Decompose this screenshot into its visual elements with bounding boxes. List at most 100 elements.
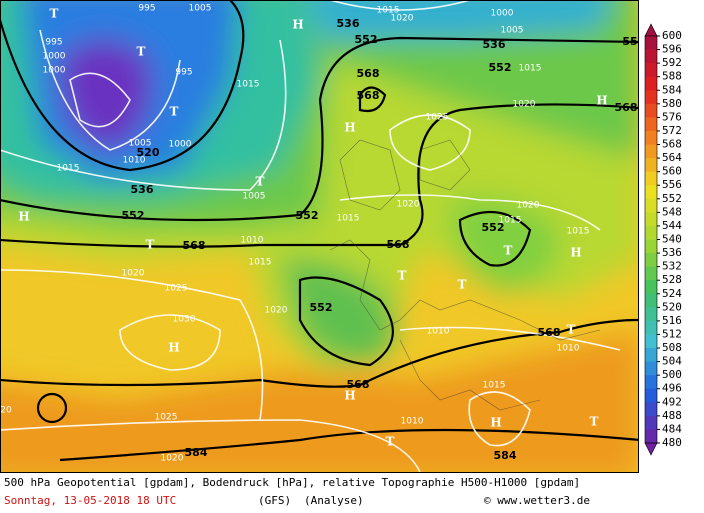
pressure-label: 20 (0, 406, 12, 416)
geopotential-label: 536 (131, 183, 154, 196)
colorbar-swatch (645, 117, 657, 132)
colorbar-label: 512 (662, 327, 682, 340)
geopotential-label: 552 (310, 301, 333, 314)
colorbar-label: 516 (662, 314, 682, 327)
pressure-label: 1015 (237, 80, 260, 90)
geopotential-label: 584 (494, 449, 517, 462)
pressure-label: 1005 (501, 26, 524, 36)
pressure-label: 1015 (249, 258, 272, 268)
colorbar-swatch (645, 429, 657, 444)
colorbar-label: 600 (662, 29, 682, 42)
colorbar-swatch (645, 307, 657, 322)
colorbar-label: 588 (662, 70, 682, 83)
geopotential-label: 584 (185, 446, 208, 459)
geopotential-label: 55 (622, 35, 637, 48)
colorbar-swatch (645, 402, 657, 417)
colorbar-label: 572 (662, 124, 682, 137)
pressure-label: 995 (138, 4, 155, 14)
pressure-label: 1000 (491, 9, 514, 19)
colorbar-label: 532 (662, 260, 682, 273)
pressure-label: 1015 (499, 216, 522, 226)
geopotential-label: 536 (483, 38, 506, 51)
geopotential-label: 568 (183, 239, 206, 252)
colorbar-swatch (645, 280, 657, 295)
colorbar-label: 488 (662, 409, 682, 422)
colorbar-label: 544 (662, 219, 682, 232)
colorbar-label: 504 (662, 355, 682, 368)
pressure-center-marker: H (292, 18, 303, 32)
colorbar-swatch (645, 36, 657, 51)
colorbar-arrow-bottom (644, 442, 658, 456)
geopotential-label: 568 (357, 67, 380, 80)
pressure-label: 1030 (173, 315, 196, 325)
map-labels: 995 1005 995 1000 1000 995 1015 1005 1010 1000 101… (0, 4, 638, 464)
pressure-label: 1015 (567, 227, 590, 237)
pressure-center-marker: H (18, 210, 29, 224)
caption-model: (GFS) (258, 494, 291, 507)
colorbar-swatch (645, 266, 657, 281)
geopotential-label: 552 (482, 221, 505, 234)
pressure-label: 1015 (377, 6, 400, 16)
pressure-label: 1015 (337, 214, 360, 224)
pressure-label: 1005 (129, 139, 152, 149)
pressure-label: 1000 (43, 66, 66, 76)
colorbar-label: 536 (662, 246, 682, 259)
colorbar-swatch (645, 198, 657, 213)
pressure-center-marker: H (596, 94, 607, 108)
pressure-center-marker: H (490, 416, 501, 430)
pressure-label: 995 (175, 68, 192, 78)
caption-run: (Analyse) (304, 494, 364, 507)
colorbar-swatch (645, 348, 657, 363)
pressure-center-marker: T (458, 278, 467, 292)
colorbar-swatch (645, 415, 657, 430)
colorbar-swatch (645, 253, 657, 268)
map (1, 1, 638, 472)
pressure-label: 1010 (123, 156, 146, 166)
colorbar-swatch (645, 225, 657, 240)
pressure-label: 1010 (557, 344, 580, 354)
pressure-center-marker: H (168, 341, 179, 355)
colorbar-label: 568 (662, 138, 682, 151)
pressure-label: 1025 (426, 113, 449, 123)
geopotential-label: 568 (615, 101, 638, 114)
colorbar-swatch (645, 130, 657, 146)
pressure-label: 1015 (519, 64, 542, 74)
caption-credit: © www.wetter3.de (484, 494, 590, 507)
pressure-label: 1020 (513, 100, 536, 110)
colorbar-swatch (645, 171, 657, 186)
colorbar-swatch (645, 76, 657, 91)
pressure-center-marker: T (398, 269, 407, 283)
colorbar-swatch (645, 361, 657, 376)
geopotential-label: 552 (122, 209, 145, 222)
pressure-center-marker: T (256, 175, 265, 189)
pressure-label: 1020 (391, 14, 414, 24)
caption-title: 500 hPa Geopotential [gpdam], Bodendruck… (4, 476, 580, 489)
pressure-label: 1015 (483, 381, 506, 391)
pressure-center-marker: T (146, 238, 155, 252)
colorbar-label: 492 (662, 395, 682, 408)
colorbar-swatch (645, 144, 657, 159)
colorbar-swatch (645, 375, 657, 390)
colorbar-label: 556 (662, 178, 682, 191)
pressure-center-marker: T (504, 244, 513, 258)
colorbar-swatch (645, 103, 657, 118)
geopotential-label: 552 (296, 209, 319, 222)
geopotential-label: 552 (355, 33, 378, 46)
colorbar-swatch (645, 90, 657, 105)
colorbar-label: 564 (662, 151, 682, 164)
colorbar-swatch (645, 63, 657, 78)
colorbar-label: 508 (662, 341, 682, 354)
colorbar-swatch (645, 320, 657, 335)
colorbar-arrow-top (644, 23, 658, 37)
pressure-label: 1020 (517, 201, 540, 211)
colorbar-swatch (645, 388, 657, 403)
pressure-label: 1015 (57, 164, 80, 174)
pressure-center-marker: H (344, 121, 355, 135)
pressure-label: 1020 (397, 200, 420, 210)
geopotential-label: 568 (387, 238, 410, 251)
geopotential-label: 536 (337, 17, 360, 30)
colorbar-swatch (645, 158, 657, 173)
colorbar-label: 524 (662, 287, 682, 300)
pressure-center-marker: T (50, 7, 59, 21)
